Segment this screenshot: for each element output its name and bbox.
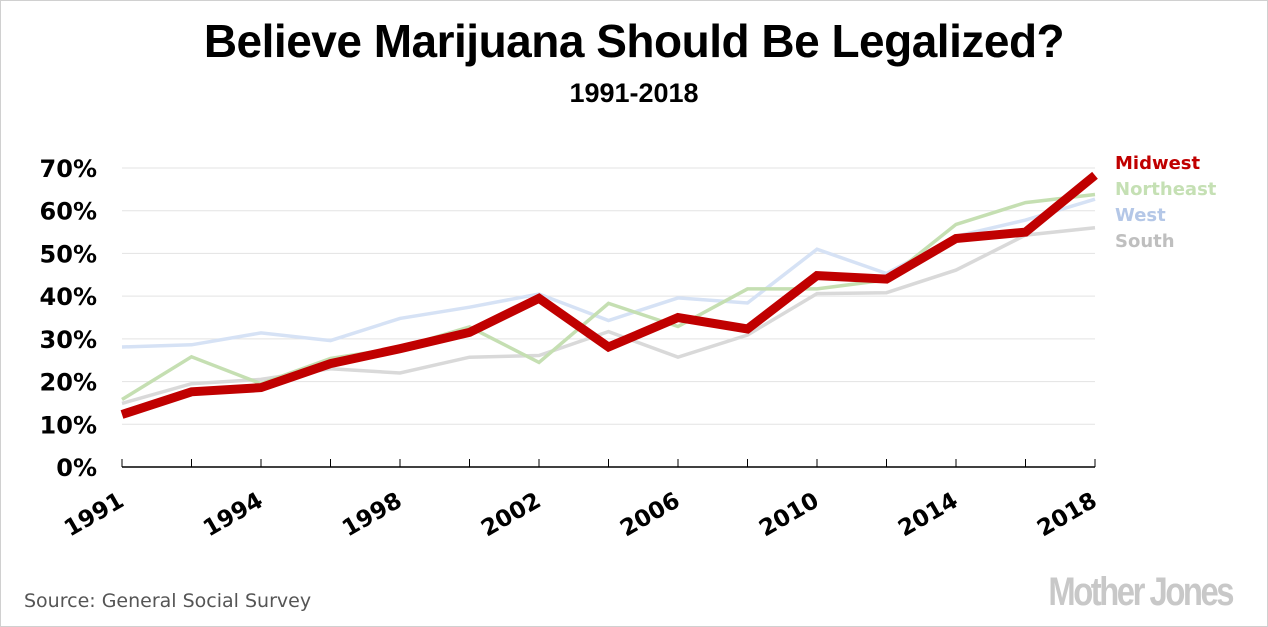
y-tick-label: 60% xyxy=(40,198,97,226)
y-tick-label: 0% xyxy=(56,454,97,482)
x-tick-label: 2006 xyxy=(616,488,684,543)
legend-item-northeast: Northeast xyxy=(1115,179,1217,200)
x-tick-label: 2014 xyxy=(894,488,962,543)
legend-item-south: South xyxy=(1115,231,1175,252)
y-axis-tick-labels: 0% 10% 20% 30% 40% 50% 60% 70% xyxy=(40,155,97,482)
x-tick-label: 2010 xyxy=(755,488,823,543)
chart-subtitle: 1991-2018 xyxy=(569,78,699,108)
y-tick-label: 10% xyxy=(40,411,97,439)
y-tick-label: 50% xyxy=(40,240,97,268)
x-tick-label: 1991 xyxy=(60,488,128,543)
series-line-south xyxy=(121,226,1096,406)
y-tick-label: 70% xyxy=(40,155,97,183)
x-tick-label: 1998 xyxy=(338,488,406,543)
mother-jones-logo: Mother Jones xyxy=(1048,570,1234,614)
series-line-northeast xyxy=(121,192,1096,401)
y-tick-label: 30% xyxy=(40,326,97,354)
x-axis-tick-labels: 1991 1994 1998 2002 2006 2010 2014 2018 xyxy=(60,488,1101,543)
source-note: Source: General Social Survey xyxy=(24,590,312,612)
x-axis xyxy=(121,459,1096,468)
x-tick-label: 2002 xyxy=(477,488,545,543)
legend-item-midwest: Midwest xyxy=(1115,153,1201,174)
legend-item-west: West xyxy=(1115,205,1166,226)
series-line-midwest xyxy=(120,171,1098,419)
x-tick-label: 1994 xyxy=(199,488,267,543)
y-tick-label: 20% xyxy=(40,369,97,397)
series-lines xyxy=(120,171,1098,419)
legend: Midwest Northeast West South xyxy=(1115,153,1217,252)
chart-title: Believe Marijuana Should Be Legalized? xyxy=(203,15,1065,67)
x-tick-label: 2018 xyxy=(1033,488,1101,543)
gridlines xyxy=(122,167,1095,425)
y-tick-label: 40% xyxy=(40,283,97,311)
